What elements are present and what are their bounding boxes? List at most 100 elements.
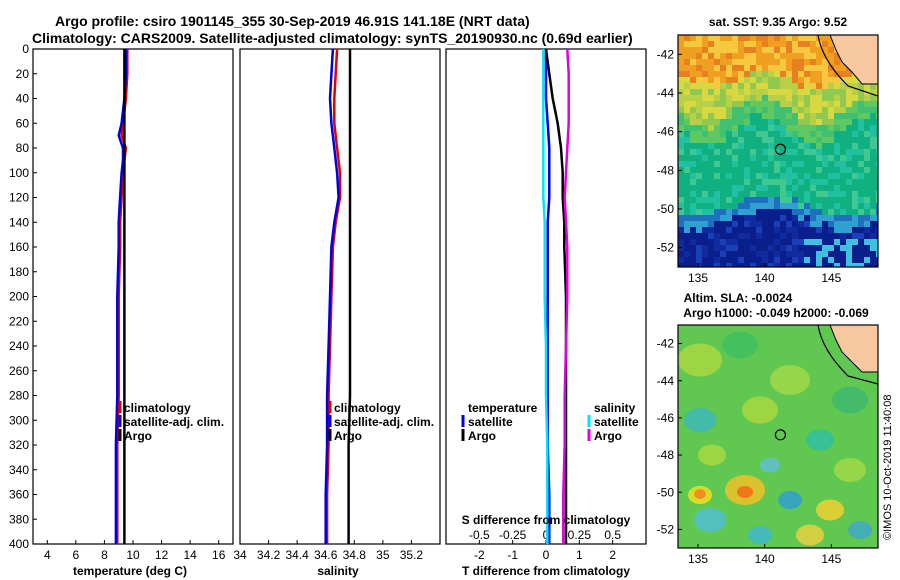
sst-cell (846, 119, 852, 125)
sst-cell (726, 197, 732, 203)
sst-cell (792, 203, 798, 209)
sst-cell (828, 71, 834, 77)
sst-cell (828, 77, 834, 83)
sst-cell (822, 77, 828, 83)
float-position-marker (774, 143, 787, 155)
sst-cell (756, 59, 762, 65)
sst-cell (774, 89, 780, 95)
sst-cell (696, 191, 702, 197)
sst-cell (744, 197, 750, 203)
sst-cell (696, 161, 702, 167)
sst-cell (840, 257, 846, 263)
sst-cell (840, 143, 846, 149)
sst-cell (714, 95, 720, 101)
sst-cell (678, 113, 684, 119)
sst-cell (840, 227, 846, 233)
sst-cell (822, 35, 828, 41)
sst-cell (678, 161, 684, 167)
sst-cell (786, 119, 792, 125)
sst-cell (774, 107, 780, 113)
sst-cell (714, 209, 720, 215)
temperature-axis-tick-label: 14 (183, 548, 197, 562)
sst-cell (852, 179, 858, 185)
sst-cell (678, 257, 684, 263)
map-ytick-label: -48 (657, 448, 675, 462)
sst-cell (846, 233, 852, 239)
sst-cell (690, 137, 696, 143)
sst-cell (828, 239, 834, 245)
salinity-axis-tick-label: 35 (376, 548, 390, 562)
depth-tick-label: 100 (9, 166, 29, 180)
sst-cell (864, 197, 870, 203)
sst-cell (678, 101, 684, 107)
temperature-axis-tick-label: 6 (73, 548, 80, 562)
sst-cell (864, 191, 870, 197)
sst-cell (846, 191, 852, 197)
sst-cell (858, 251, 864, 257)
sst-cell (678, 263, 684, 267)
sst-cell (852, 113, 858, 119)
sst-cell (792, 227, 798, 233)
sst-cell (720, 107, 726, 113)
sst-cell (804, 221, 810, 227)
sst-cell (702, 83, 708, 89)
sst-cell (708, 35, 714, 41)
sst-cell (792, 41, 798, 47)
sst-cell (834, 245, 840, 251)
sst-cell (768, 251, 774, 257)
sst-cell (750, 95, 756, 101)
sst-cell (720, 155, 726, 161)
sst-cell (714, 149, 720, 155)
sst-cell (870, 137, 876, 143)
sst-cell (876, 197, 878, 203)
sst-cell (834, 137, 840, 143)
sst-cell (780, 215, 786, 221)
sst-cell (684, 119, 690, 125)
difference-series-temperature-argo (544, 48, 568, 544)
sst-cell (702, 35, 708, 41)
sst-cell (780, 179, 786, 185)
sst-cell (750, 161, 756, 167)
sst-cell (732, 59, 738, 65)
sst-cell (852, 173, 858, 179)
sst-cell (864, 257, 870, 263)
sst-cell (720, 131, 726, 137)
sst-cell (702, 131, 708, 137)
sst-cell (780, 221, 786, 227)
sst-cell (816, 185, 822, 191)
sst-cell (798, 161, 804, 167)
sst-cell (696, 119, 702, 125)
temperature-axis-tick-label: 10 (126, 548, 140, 562)
sst-cell (870, 95, 876, 101)
sst-cell (876, 161, 878, 167)
sst-cell (834, 257, 840, 263)
sst-cell (708, 107, 714, 113)
sst-cell (750, 155, 756, 161)
t-difference-axis-tick-label: -1 (507, 548, 518, 562)
sst-cell (738, 227, 744, 233)
sst-cell (690, 263, 696, 267)
sst-cell (816, 263, 822, 267)
sst-cell (816, 245, 822, 251)
depth-tick-label: 340 (9, 463, 29, 477)
sst-cell (834, 65, 840, 71)
sst-cell (750, 77, 756, 83)
sst-cell (684, 227, 690, 233)
sst-cell (792, 251, 798, 257)
sst-cell (744, 245, 750, 251)
sst-cell (714, 143, 720, 149)
sst-cell (690, 59, 696, 65)
sst-cell (774, 35, 780, 41)
sst-cell (744, 65, 750, 71)
sst-cell (876, 155, 878, 161)
sst-cell (816, 161, 822, 167)
sst-cell (810, 185, 816, 191)
sst-cell (744, 77, 750, 83)
sst-cell (834, 233, 840, 239)
sst-cell (792, 263, 798, 267)
sst-cell (678, 143, 684, 149)
sst-cell (780, 95, 786, 101)
sst-cell (756, 35, 762, 41)
sst-cell (786, 209, 792, 215)
sst-cell (864, 125, 870, 131)
